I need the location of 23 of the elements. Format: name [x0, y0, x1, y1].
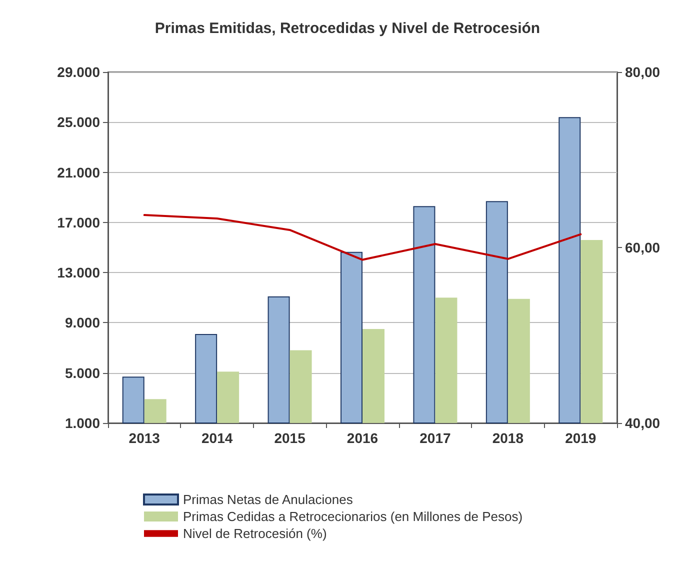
y2-tick-label: 60,00: [625, 240, 660, 256]
y-tick-label: 13.000: [57, 264, 100, 281]
y-tick-label: 5.000: [64, 364, 100, 381]
line-series: [143, 214, 582, 261]
y-tick-label: 21.000: [57, 164, 100, 180]
x-tick-label: 2014: [201, 430, 233, 446]
y2-tick-label: 40,00: [625, 415, 660, 431]
y-tick-label: 9.000: [64, 314, 100, 331]
x-tick-label: 2013: [128, 430, 160, 446]
x-tick-label: 2019: [565, 430, 596, 446]
legend-label: Primas Cedidas a Retrocecionarios (en Millones de Pesos): [183, 509, 523, 524]
chart-title: Primas Emitidas, Retrocedidas y Nivel de Retrocesión: [154, 20, 540, 37]
x-tick-label: 2015: [274, 430, 306, 446]
x-tick-label: 2018: [492, 430, 524, 446]
y-tick-label: 29.000: [57, 64, 100, 80]
y2-tick-label: 80,00: [625, 64, 660, 80]
x-tick-label: 2017: [420, 430, 451, 446]
x-tick-label: 2016: [346, 430, 378, 446]
y-tick-label: 1.000: [64, 415, 100, 431]
y-tick-label: 25.000: [57, 114, 100, 130]
legend-label: Nivel de Retrocesión (%): [183, 526, 327, 541]
y-tick-label: 17.000: [57, 214, 100, 230]
legend-label: Primas Netas de Anulaciones: [183, 492, 354, 507]
